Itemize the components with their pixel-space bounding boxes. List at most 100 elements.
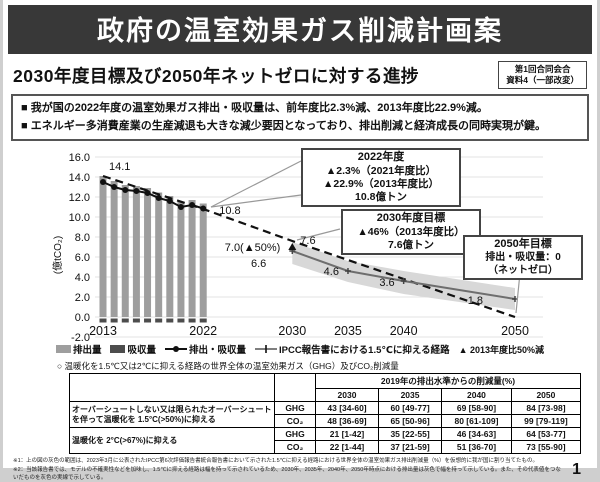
x-tick-label: 2035 [334,324,362,338]
y-tick-label: 14.0 [69,172,90,184]
net-line-icon [164,346,187,353]
callout-2030-line1: ▲46%（2013年度比） [357,226,465,239]
ipcc-line-icon [254,345,277,354]
legend-item-half: ▲ 2013年度比50%減 [459,343,544,356]
legend-item-net: 排出・吸収量 [164,342,246,357]
value-cell: 37 [21-59] [378,440,443,455]
legend-label: 排出・吸収量 [188,345,246,357]
emission-bar [199,203,207,318]
value-cell: 60 [49-77] [378,401,443,416]
value-cell: 99 [79-119] [510,414,582,429]
net-marker [133,188,140,195]
y-tick-label: 16.0 [69,152,90,164]
callout-2022-line1: ▲2.3%（2021年度比） [325,165,437,178]
absorption-bar [132,318,140,323]
value-cell: 64 [53-77] [510,427,582,442]
emission-bar [110,181,118,318]
year-col: 2050 [510,388,582,403]
footer: ※1：上の図の灰色の範囲は、2023年3月に公表されたIPCC第6次評価報告書統… [13,457,587,482]
callout-2022-line2: ▲22.9%（2013年度比） [322,178,440,191]
x-tick-label: 2040 [390,324,418,338]
y-tick-label: 4.0 [75,272,90,284]
absorption-bar [155,318,163,323]
value-cell: 46 [34-63] [441,427,512,442]
absorption-bar [144,318,152,323]
value-annotation: 7.0(▲50%) [225,242,281,254]
key-point-1: ■ 我が国の2022年度の温室効果ガス排出・吸収量は、前年度比2.3%減、201… [21,102,488,115]
y-tick-label: 6.0 [75,252,90,264]
net-marker [155,195,162,202]
value-cell: 48 [36-69] [314,414,380,429]
emissions-chart-svg: 16.0 14.0 12.0 10.0 8.0 6.0 4.0 2.0 0.0 -2.0 14.1 1… [51,152,543,341]
value-annotation: 6.6 [251,258,266,270]
emissions-chart: 16.0 14.0 12.0 10.0 8.0 6.0 4.0 2.0 0.0 -2.0 14.1 1… [3,145,597,341]
legend-label: 吸収量 [127,345,156,357]
x-tick-label: 2050 [501,324,529,338]
callout-2050-line2: （ネットゼロ） [488,264,558,276]
net-marker [166,198,173,205]
emission-bar [155,192,163,318]
net-marker [100,179,106,186]
value-annotation: 4.6 [324,266,339,278]
legend-label: IPCC報告書における1.5℃に抑える経路 [278,345,450,357]
emission-bar [166,196,174,318]
value-cell: 21 [1-42] [314,427,380,442]
table-year-row: 2030 2035 2040 2050 [70,388,582,403]
net-marker [177,204,184,211]
emission-bar [99,176,107,318]
value-annotation: 7.6 [300,235,315,247]
value-cell: 65 [50-96] [378,414,443,429]
emission-bar [132,186,140,318]
callout-leader [210,160,302,208]
callout-2022-line3: 10.8億トン [355,191,407,204]
callout-2030-line2: 7.6億トン [387,239,435,252]
ipcc-range-band [292,242,515,311]
absorption-bar [166,318,174,323]
legend-item-ipcc: IPCC報告書における1.5℃に抑える経路 [254,342,450,357]
page-number: 1 [572,461,581,479]
net-marker [189,202,196,209]
absorption-bar [121,318,129,323]
y-tick-label: 10.0 [69,212,90,224]
y-tick-label: 12.0 [69,192,90,204]
value-annotation: 3.6 [379,277,394,289]
legend-item-emissions: 排出量 [55,342,102,357]
net-marker [144,190,151,197]
table-row: CO₂ 48 [36-69] 65 [50-96] 80 [61-109] 99… [70,414,582,429]
callout-2050-line1: 排出・吸収量：0 [485,252,561,264]
value-cell: 84 [73-98] [510,401,582,416]
emission-bar [188,200,196,318]
absorption-bar [110,318,118,323]
gas-label: GHG [274,401,316,416]
corner-cell [69,373,275,403]
y-tick-label: -2.0 [71,332,90,341]
value-annotation: 1.8 [468,295,483,307]
net-marker [200,205,207,212]
emission-bar [144,188,152,318]
absorption-bar [99,318,107,323]
y-tick-label: 0.0 [75,312,90,324]
callout-2022: 2022年度 ▲2.3%（2021年度比） ▲22.9%（2013年度比） 10… [301,148,461,208]
value-cell: 43 [34-60] [314,401,380,416]
page-title: 政府の温室効果ガス削減計画案 [8,5,592,54]
y-tick-label: 8.0 [75,232,90,244]
x-tick-label: 2022 [189,324,217,338]
legend-item-absorption: 吸収量 [110,342,156,356]
legend-label: 排出量 [72,345,102,357]
footnote-1: ※1：上の図の灰色の範囲は、2023年3月に公表されたIPCC第6次評価報告書統… [13,458,539,465]
table-row: CO₂ 22 [1-44] 37 [21-59] 51 [36-70] 73 [… [70,440,582,455]
callout-leader [210,194,302,208]
value-annotation: 10.8 [219,205,240,217]
y-tick-label: 2.0 [75,292,90,304]
callout-2030: 2030年度目標 ▲46%（2013年度比） 7.6億トン [341,209,481,256]
emission-bar [121,185,129,318]
half-reduction-marker [288,243,297,251]
year-col: 2030 [314,388,380,403]
table-row: オーバーシュートしない又は限られたオーバーシュートを伴って温暖化を 1.5°C(… [69,401,582,429]
absorption-bar [188,318,196,323]
table-header-row: 2019年の排出水準からの削減量(%) [69,373,581,403]
callout-2022-title: 2022年度 [357,151,405,164]
callout-2050-title: 2050年目標 [494,238,552,251]
table-row: 温暖化を 2°C(>67%)に抑える GHG 21 [1-42] 35 [22-… [69,427,582,455]
reference-box: 第1回合同会合 資料4（一部改変） [498,61,587,90]
